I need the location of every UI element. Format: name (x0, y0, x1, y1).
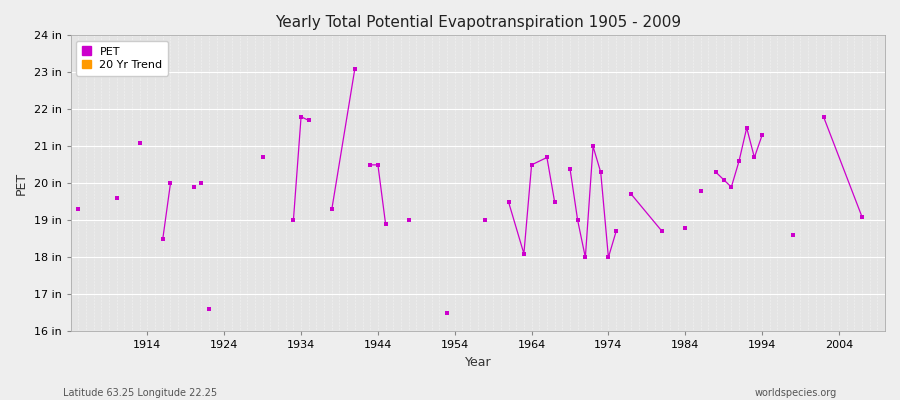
Text: worldspecies.org: worldspecies.org (755, 388, 837, 398)
Legend: PET, 20 Yr Trend: PET, 20 Yr Trend (76, 41, 168, 76)
Point (325, 206, 339, 212)
Point (678, 224, 692, 231)
Point (855, 214, 869, 220)
Point (347, 66, 362, 72)
Point (110, 195, 124, 201)
Point (747, 154, 761, 161)
Point (478, 217, 492, 224)
Point (601, 254, 616, 260)
Point (578, 254, 592, 260)
Y-axis label: PET: PET (15, 172, 28, 195)
Point (625, 191, 639, 198)
X-axis label: Year: Year (464, 356, 491, 369)
Point (501, 199, 516, 205)
Point (693, 188, 707, 194)
Point (732, 158, 746, 164)
Point (294, 114, 309, 120)
Point (378, 221, 392, 227)
Point (586, 143, 600, 150)
Point (517, 250, 531, 257)
Point (194, 180, 209, 186)
Point (401, 217, 416, 224)
Point (371, 162, 385, 168)
Point (286, 217, 301, 224)
Point (655, 228, 670, 235)
Point (363, 162, 377, 168)
Point (163, 180, 177, 186)
Point (440, 310, 454, 316)
Text: Latitude 63.25 Longitude 22.25: Latitude 63.25 Longitude 22.25 (63, 388, 217, 398)
Point (156, 236, 170, 242)
Point (716, 176, 731, 183)
Point (755, 132, 770, 138)
Point (609, 228, 624, 235)
Point (256, 154, 270, 161)
Point (186, 184, 201, 190)
Point (71, 206, 86, 212)
Point (132, 140, 147, 146)
Point (571, 217, 585, 224)
Point (540, 154, 554, 161)
Point (562, 165, 577, 172)
Point (816, 114, 831, 120)
Point (740, 125, 754, 131)
Point (202, 306, 216, 312)
Point (547, 199, 562, 205)
Point (724, 184, 739, 190)
Point (525, 162, 539, 168)
Title: Yearly Total Potential Evapotranspiration 1905 - 2009: Yearly Total Potential Evapotranspiratio… (274, 15, 681, 30)
Point (786, 232, 800, 238)
Point (709, 169, 724, 176)
Point (593, 169, 608, 176)
Point (302, 117, 316, 124)
